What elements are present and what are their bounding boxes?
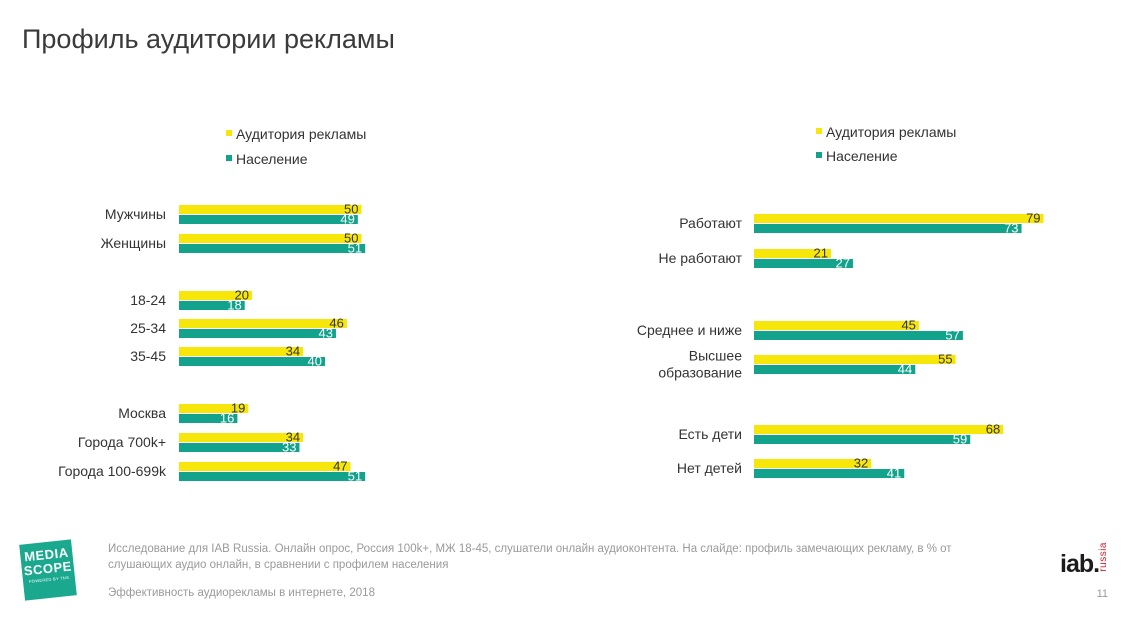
- category-label-35-45: 35-45: [130, 348, 166, 364]
- value-label-population-нет-детей: 41: [887, 466, 901, 481]
- bar-audience-города-100-699k: [179, 462, 351, 471]
- value-label-population-москва: 16: [220, 411, 234, 426]
- value-label-audience-москва: 19: [231, 401, 245, 416]
- value-label-population-25-34: 43: [318, 326, 332, 341]
- value-label-audience-города-700k: 34: [286, 430, 300, 445]
- value-label-population-не-работают: 27: [835, 256, 849, 271]
- legend-label-audience: Аудитория рекламы: [236, 126, 366, 142]
- legend-label-population: Население: [826, 148, 898, 164]
- iab-logo-sub: russia: [1098, 542, 1109, 572]
- value-label-population-города-700k: 33: [282, 440, 296, 455]
- value-label-population-есть-дети: 59: [953, 432, 967, 447]
- footer-note: Исследование для IAB Russia. Онлайн опро…: [108, 543, 952, 571]
- value-label-population-города-100-699k: 51: [348, 469, 362, 484]
- value-label-population-работают: 73: [1004, 221, 1018, 236]
- bar-population-18-24: [179, 301, 245, 310]
- legend-marker-audience: [226, 130, 232, 136]
- value-label-audience-среднее-и-ниже: 45: [901, 318, 915, 333]
- bar-audience-25-34: [179, 319, 347, 328]
- value-label-audience-мужчины: 50: [344, 202, 358, 217]
- bar-audience-работают: [754, 214, 1044, 223]
- value-label-audience-35-45: 34: [286, 344, 300, 359]
- legend-marker-audience: [816, 128, 822, 134]
- bar-audience-города-700k: [179, 433, 304, 442]
- page-title: Профиль аудитории рекламы: [22, 24, 395, 54]
- category-label-женщины: Женщины: [101, 235, 166, 251]
- category-label-есть-дети: Есть дети: [679, 426, 743, 442]
- bar-audience-35-45: [179, 347, 304, 356]
- category-label-москва: Москва: [118, 405, 166, 421]
- value-label-audience-есть-дети: 68: [986, 422, 1000, 437]
- bar-population-нет-детей: [754, 469, 905, 478]
- bar-population-города-700k: [179, 443, 300, 452]
- iab-russia-logo: iab. russia: [1058, 540, 1110, 580]
- value-label-audience-25-34: 46: [329, 316, 343, 331]
- value-label-audience-работают: 79: [1026, 211, 1040, 226]
- bar-audience-нет-детей: [754, 459, 872, 468]
- category-label-города-700k: Города 700k+: [78, 434, 166, 450]
- category-label-города-100-699k: Города 100-699k: [58, 463, 167, 479]
- bar-population-высшее-образование: [754, 365, 916, 374]
- legend-label-population: Население: [236, 151, 308, 167]
- bar-population-женщины: [179, 244, 366, 253]
- value-label-population-мужчины: 49: [340, 212, 354, 227]
- category-label-18-24: 18-24: [130, 292, 166, 308]
- iab-logo-main: iab.: [1060, 550, 1100, 578]
- bar-population-есть-дети: [754, 435, 971, 444]
- legend-marker-population: [226, 155, 232, 161]
- legend-marker-population: [816, 152, 822, 158]
- bar-audience-18-24: [179, 291, 252, 300]
- bar-audience-среднее-и-ниже: [754, 321, 919, 330]
- value-label-population-18-24: 18: [227, 298, 241, 313]
- bar-population-мужчины: [179, 215, 358, 224]
- category-label-нет-детей: Нет детей: [677, 460, 742, 476]
- category-label-мужчины: Мужчины: [105, 206, 166, 222]
- value-label-audience-18-24: 20: [235, 288, 249, 303]
- value-label-population-среднее-и-ниже: 57: [945, 328, 959, 343]
- bar-population-города-100-699k: [179, 472, 366, 481]
- bar-population-25-34: [179, 329, 336, 338]
- category-label-работают: Работают: [679, 215, 742, 231]
- value-label-population-высшее-образование: 44: [898, 362, 912, 377]
- value-label-audience-не-работают: 21: [813, 246, 827, 261]
- category-label-не-работают: Не работают: [658, 250, 742, 266]
- bar-audience-не-работают: [754, 249, 831, 258]
- bar-audience-москва: [179, 404, 249, 413]
- chart-occupation-education-children: Аудитория рекламы Население Работают 79 73 Не…: [637, 124, 1044, 481]
- value-label-population-женщины: 51: [348, 241, 362, 256]
- bar-population-москва: [179, 414, 238, 423]
- bar-audience-есть-дети: [754, 425, 1004, 434]
- value-label-audience-города-100-699k: 47: [333, 459, 347, 474]
- value-label-audience-женщины: 50: [344, 231, 358, 246]
- bar-audience-мужчины: [179, 205, 362, 214]
- category-label-высшее-образование: Высшее образование: [658, 348, 742, 381]
- bar-population-среднее-и-ниже: [754, 331, 963, 340]
- value-label-audience-высшее-образование: 55: [938, 352, 952, 367]
- value-label-population-35-45: 40: [308, 354, 322, 369]
- footer-source: Эффективность аудиорекламы в интернете, …: [108, 587, 375, 599]
- bar-audience-женщины: [179, 234, 362, 243]
- category-label-среднее-и-ниже: Среднее и ниже: [637, 322, 742, 338]
- category-label-25-34: 25-34: [130, 320, 166, 336]
- bar-audience-высшее-образование: [754, 355, 956, 364]
- bar-population-35-45: [179, 357, 325, 366]
- bar-population-не-работают: [754, 259, 853, 268]
- page-number: 11: [1096, 588, 1108, 600]
- legend-label-audience: Аудитория рекламы: [826, 124, 956, 140]
- bar-population-работают: [754, 224, 1022, 233]
- value-label-audience-нет-детей: 32: [854, 456, 868, 471]
- mediascope-logo: MEDIA SCOPE POWERED BY TNS: [19, 539, 77, 601]
